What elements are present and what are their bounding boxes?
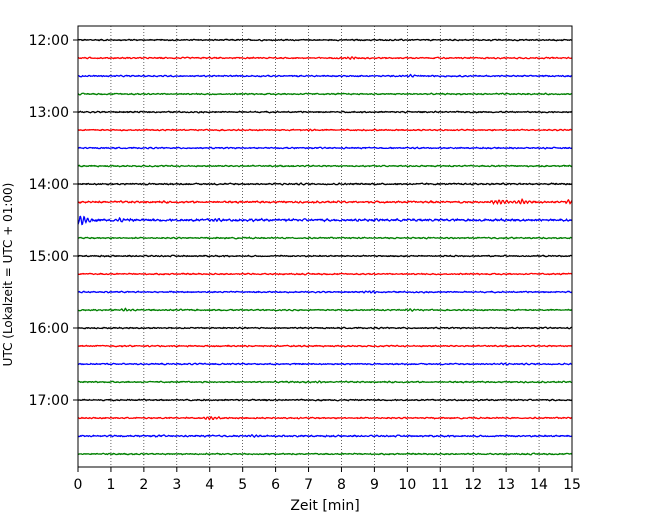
x-tick-label: 1: [106, 477, 115, 493]
trace-line: [77, 110, 573, 114]
trace-line: [77, 380, 573, 384]
trace-line: [77, 236, 573, 240]
x-tick-label: 10: [398, 477, 416, 493]
trace-line: [77, 38, 573, 42]
x-tick-label: 15: [563, 477, 581, 493]
trace-line: [77, 128, 573, 132]
x-tick-label: 9: [370, 477, 379, 493]
y-tick-label: 15:00: [29, 249, 69, 265]
x-tick-label: 3: [172, 477, 181, 493]
trace-line: [77, 344, 573, 348]
x-tick-label: 4: [205, 477, 214, 493]
trace-line: [77, 307, 573, 312]
trace-line: [77, 215, 573, 226]
trace-line: [77, 326, 573, 330]
x-tick-label: 6: [271, 477, 280, 493]
plot-frame: [77, 25, 573, 468]
trace-line: [77, 254, 573, 258]
trace-line: [77, 272, 573, 276]
x-tick-label: 5: [238, 477, 247, 493]
x-tick-label: 13: [497, 477, 515, 493]
x-tick-label: 2: [139, 477, 148, 493]
y-tick-label: 14:00: [29, 177, 69, 193]
y-tick-label: 17:00: [29, 393, 69, 409]
trace-line: [77, 56, 573, 60]
trace-line: [77, 452, 573, 456]
x-tick-label: 14: [530, 477, 548, 493]
traces: [77, 38, 573, 456]
x-tick-label: 0: [74, 477, 83, 493]
trace-line: [77, 198, 573, 206]
y-axis-ticks: 12:00 13:00 14:00 15:00 16:00 17:00: [29, 33, 78, 409]
trace-line: [77, 146, 573, 150]
trace-line: [77, 73, 573, 78]
x-axis-title: Zeit [min]: [290, 498, 359, 514]
x-tick-label: 11: [431, 477, 449, 493]
x-tick-label: 8: [337, 477, 346, 493]
y-tick-label: 12:00: [29, 33, 69, 49]
x-axis-ticks: 0 1 2 3 4 5 6 7 8 9 10 11 12 13 14 15: [74, 467, 581, 493]
y-tick-label: 16:00: [29, 321, 69, 337]
trace-line: [77, 164, 573, 168]
trace-line: [77, 434, 573, 438]
y-tick-label: 13:00: [29, 105, 69, 121]
trace-line: [77, 362, 573, 366]
x-tick-label: 7: [304, 477, 313, 493]
y-axis-title: UTC (Lokalzeit = UTC + 01:00): [1, 183, 15, 367]
trace-line: [77, 182, 573, 186]
trace-line: [77, 92, 573, 96]
trace-line: [77, 398, 573, 402]
trace-line: [77, 416, 573, 421]
x-tick-label: 12: [464, 477, 482, 493]
trace-line: [77, 290, 573, 294]
